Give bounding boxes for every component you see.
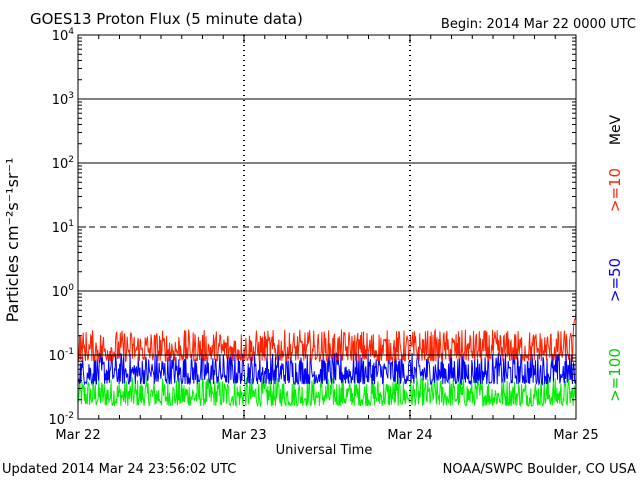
- legend-ge10: >=10: [606, 168, 624, 212]
- unit-label: MeV: [608, 114, 624, 145]
- begin-label: Begin: 2014 Mar 22 0000 UTC: [441, 17, 636, 32]
- series-line-0: [77, 310, 577, 363]
- y-tick-label-3: 101: [52, 219, 74, 236]
- x-tick-label-3: Mar 25: [553, 428, 598, 443]
- legend-ge50: >=50: [606, 258, 624, 302]
- x-axis-label: Universal Time: [276, 443, 373, 458]
- legend-ge100: >=100: [606, 348, 624, 402]
- chart-title: GOES13 Proton Flux (5 minute data): [30, 10, 303, 28]
- y-axis-label: Particles cm⁻²s⁻¹sr⁻¹: [3, 158, 22, 323]
- series-line-2: [77, 375, 577, 408]
- x-tick-labels: Mar 22 Mar 23 Mar 24 Mar 25: [55, 428, 598, 443]
- x-tick-label-0: Mar 22: [55, 428, 100, 443]
- updated-label: Updated 2014 Mar 24 23:56:02 UTC: [2, 462, 236, 477]
- x-tick-label-2: Mar 24: [387, 428, 432, 443]
- x-tick-label-1: Mar 23: [221, 428, 266, 443]
- y-tick-label-5: 10-1: [48, 347, 74, 364]
- y-tick-labels: 104 103 102 101 100 10-1 10-2: [48, 27, 74, 428]
- y-tick-label-0: 104: [52, 27, 75, 44]
- y-tick-label-1: 103: [52, 91, 74, 108]
- credit-label: NOAA/SWPC Boulder, CO USA: [443, 462, 636, 477]
- y-tick-label-4: 100: [52, 283, 75, 300]
- y-tick-label-6: 10-2: [48, 411, 74, 428]
- series-line-1: [77, 352, 577, 387]
- y-tick-label-2: 102: [52, 155, 74, 172]
- plot-area: [77, 34, 577, 420]
